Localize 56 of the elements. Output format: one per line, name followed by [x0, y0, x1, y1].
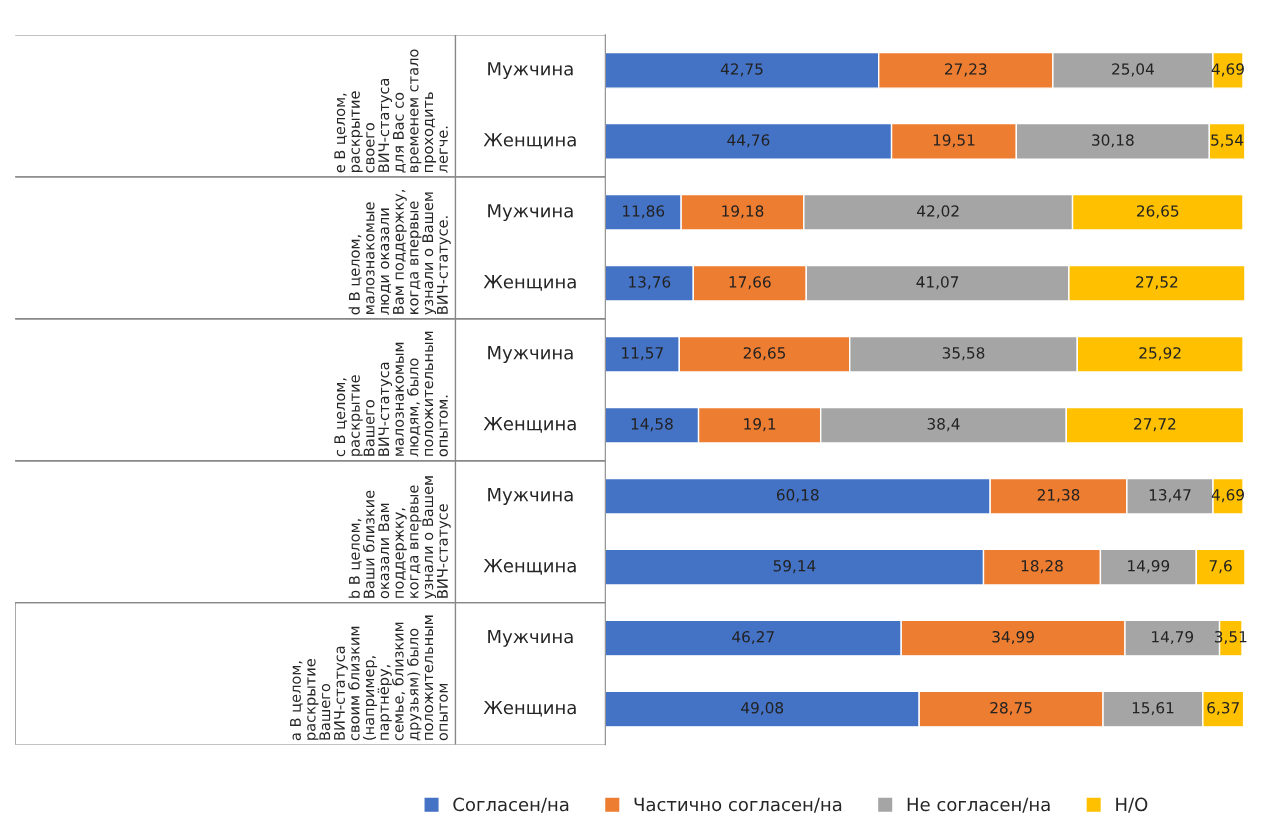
data-label: 28,75	[990, 701, 1032, 716]
y-tick-label: Мужчина	[488, 488, 573, 505]
text: a В целом, раскрытие Вашего ВИЧ-статуса своим близким (например, партнёру, семье, близким друзьям) было положительным опытом	[290, 615, 448, 741]
text: c В целом, раскрытие Вашего ВИЧ-статуса малознакомым людям, было положительным опытом.	[334, 331, 448, 457]
data-label: 49,08	[741, 701, 784, 716]
data-label: 7,6	[1209, 560, 1232, 574]
data-label: 13,76	[629, 276, 671, 290]
data-label: 42,02	[917, 205, 959, 219]
data-label: 42,75	[720, 63, 763, 77]
text: b В целом, Ваши близкие оказали Вам поддержку, когда впервые узнали о Вашем ВИЧ-статусе	[348, 476, 451, 599]
data-label: 14,99	[1128, 560, 1170, 574]
data-label: 27,23	[945, 63, 987, 77]
data-label: 26,65	[1137, 205, 1179, 219]
y-tick-label: Мужчина	[488, 629, 573, 647]
y-tick-label: Женщина	[483, 558, 576, 575]
data-label: 17,66	[729, 276, 771, 290]
data-label: 44,76	[727, 134, 770, 148]
data-label: 27,52	[1136, 276, 1178, 290]
data-label: 38,4	[927, 418, 960, 432]
data-label: 46,27	[732, 631, 774, 645]
data-label: 30,18	[1092, 134, 1134, 148]
data-label: 5,54	[1211, 134, 1244, 148]
data-label: 6,37	[1207, 701, 1239, 716]
data-label: 13,47	[1149, 489, 1191, 503]
data-label: 25,92	[1139, 347, 1181, 361]
data-label: 15,61	[1132, 701, 1174, 716]
data-label: 11,57	[622, 347, 663, 361]
data-label: 19,1	[744, 418, 776, 432]
y-tick-label: Мужчина	[488, 62, 573, 80]
data-label: 25,04	[1112, 63, 1154, 77]
data-label: 27,72	[1134, 418, 1176, 432]
data-label: 26,65	[743, 347, 786, 361]
y-tick-label: Женщина	[483, 700, 576, 717]
y-tick-label: Женщина	[483, 417, 576, 433]
data-label: 18,28	[1021, 560, 1063, 574]
data-label: 14,79	[1152, 631, 1194, 645]
data-label: 11,86	[623, 205, 665, 219]
data-label: 59,14	[773, 560, 816, 574]
data-label: 21,38	[1037, 489, 1080, 503]
legend-label: Согласен/на	[453, 797, 569, 813]
y-tick-label: Женщина	[483, 275, 576, 291]
legend-label: Частично согласен/на	[634, 797, 842, 813]
data-label: 19,51	[933, 134, 975, 148]
data-label: 14,58	[631, 418, 673, 432]
data-label: 19,18	[722, 205, 764, 219]
data-label: 41,07	[916, 276, 959, 290]
legend-label: Н/О	[1116, 797, 1148, 813]
data-label: 35,58	[942, 347, 985, 361]
data-label: 34,99	[992, 631, 1034, 645]
text: d В целом, малознакомые люди оказали Вам поддержку, когда впервые узнали о Вашем ВИЧ-статусе.	[348, 190, 451, 315]
data-label: 60,18	[776, 489, 819, 503]
y-tick-label: Мужчина	[488, 204, 573, 222]
legend-label: Не согласен/на	[907, 797, 1050, 813]
y-tick-label: Мужчина	[488, 346, 573, 363]
y-tick-label: Женщина	[483, 133, 576, 149]
text: e В целом, раскрытие своего ВИЧ-статуса для Вас со временем стало проходить легче.	[334, 49, 448, 173]
